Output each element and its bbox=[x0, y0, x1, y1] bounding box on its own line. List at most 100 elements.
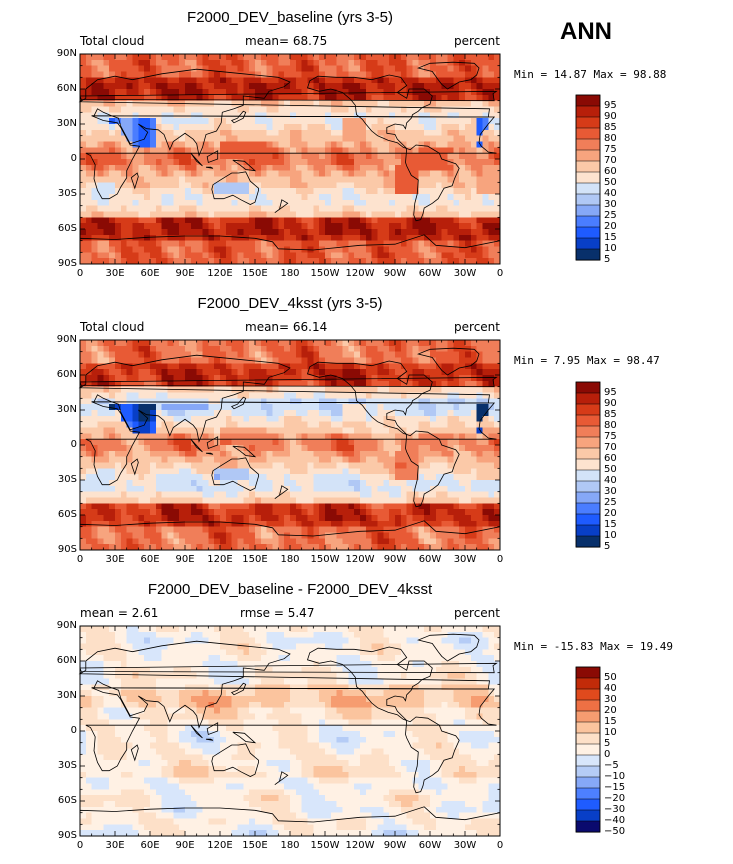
grid-cell bbox=[383, 410, 390, 417]
grid-cell bbox=[266, 71, 273, 78]
grid-cell bbox=[383, 188, 390, 195]
grid-cell bbox=[173, 415, 180, 423]
grid-cell bbox=[115, 176, 122, 183]
grid-cell bbox=[284, 65, 291, 72]
grid-cell bbox=[400, 141, 408, 148]
grid-cell bbox=[85, 54, 93, 61]
grid-cell bbox=[377, 491, 384, 498]
grid-cell bbox=[231, 526, 238, 533]
grid-cell bbox=[190, 497, 198, 504]
grid-cell bbox=[354, 77, 361, 84]
grid-cell bbox=[307, 515, 314, 522]
grid-cell bbox=[225, 445, 233, 452]
grid-cell bbox=[319, 229, 326, 236]
grid-cell bbox=[465, 246, 472, 253]
colorbar-box bbox=[575, 171, 601, 184]
grid-cell bbox=[295, 509, 303, 516]
grid-cell bbox=[400, 351, 408, 358]
grid-cell bbox=[459, 77, 466, 84]
grid-cell bbox=[150, 392, 157, 399]
grid-cell bbox=[400, 118, 408, 125]
grid-cell bbox=[179, 217, 186, 224]
grid-cell bbox=[237, 427, 244, 434]
grid-cell bbox=[185, 445, 192, 452]
grid-cell bbox=[400, 234, 408, 242]
grid-cell bbox=[383, 392, 390, 399]
grid-cell bbox=[97, 474, 104, 481]
grid-cell bbox=[336, 211, 343, 218]
grid-cell bbox=[325, 59, 332, 67]
grid-cell bbox=[255, 357, 262, 364]
grid-cell bbox=[255, 386, 262, 393]
grid-cell bbox=[80, 386, 87, 393]
grid-cell bbox=[167, 229, 174, 236]
grid-cell bbox=[126, 410, 133, 417]
grid-cell bbox=[295, 340, 303, 347]
grid-cell bbox=[295, 526, 303, 533]
grid-cell bbox=[155, 77, 163, 84]
grid-cell bbox=[470, 153, 478, 160]
grid-cell bbox=[161, 462, 168, 469]
grid-cell bbox=[80, 450, 87, 458]
grid-cell bbox=[260, 485, 268, 493]
grid-cell bbox=[290, 182, 297, 189]
grid-cell bbox=[290, 164, 297, 172]
grid-cell bbox=[278, 159, 285, 166]
grid-cell bbox=[377, 445, 384, 452]
grid-cell bbox=[231, 65, 238, 72]
grid-cell bbox=[138, 485, 145, 493]
grid-cell bbox=[144, 182, 151, 189]
grid-cell bbox=[336, 129, 343, 137]
grid-cell bbox=[330, 404, 338, 411]
grid-cell bbox=[196, 71, 203, 78]
grid-cell bbox=[371, 147, 378, 154]
grid-cell bbox=[348, 532, 355, 539]
grid-cell bbox=[220, 71, 227, 78]
grid-cell bbox=[307, 375, 314, 382]
grid-cell bbox=[255, 240, 262, 247]
grid-cell bbox=[80, 375, 87, 382]
grid-cell bbox=[435, 188, 443, 195]
grid-cell bbox=[173, 153, 180, 160]
grid-cell bbox=[144, 170, 151, 177]
grid-cell bbox=[91, 176, 98, 183]
grid-cell bbox=[120, 392, 128, 399]
grid-cell bbox=[482, 147, 489, 154]
grid-cell bbox=[97, 369, 104, 376]
grid-cell bbox=[161, 89, 168, 96]
grid-cell bbox=[284, 89, 291, 96]
grid-cell bbox=[85, 474, 93, 481]
grid-cell bbox=[138, 398, 145, 405]
grid-cell bbox=[144, 94, 151, 102]
grid-cell bbox=[132, 369, 139, 376]
grid-cell bbox=[115, 485, 122, 493]
grid-cell bbox=[150, 497, 157, 504]
grid-cell bbox=[231, 468, 238, 475]
grid-cell bbox=[360, 404, 367, 411]
grid-cell bbox=[185, 526, 192, 533]
grid-cell bbox=[336, 217, 343, 224]
grid-cell bbox=[441, 182, 448, 189]
grid-cell bbox=[150, 340, 157, 347]
grid-cell bbox=[190, 474, 198, 481]
grid-cell bbox=[109, 526, 116, 533]
grid-cell bbox=[307, 491, 314, 498]
grid-cell bbox=[313, 421, 320, 428]
grid-cell bbox=[418, 205, 425, 212]
grid-cell bbox=[284, 427, 291, 434]
grid-cell bbox=[196, 439, 203, 446]
grid-cell bbox=[330, 164, 338, 172]
grid-cell bbox=[161, 380, 168, 388]
grid-cell bbox=[80, 515, 87, 522]
grid-cell bbox=[231, 199, 238, 207]
grid-cell bbox=[214, 252, 221, 259]
grid-cell bbox=[360, 129, 367, 137]
grid-cell bbox=[103, 386, 110, 393]
grid-cell bbox=[167, 380, 174, 388]
grid-cell bbox=[260, 147, 268, 154]
grid-cell bbox=[406, 509, 413, 516]
grid-cell bbox=[144, 375, 151, 382]
grid-cell bbox=[144, 153, 151, 160]
grid-cell bbox=[155, 375, 163, 382]
grid-cell bbox=[295, 427, 303, 434]
